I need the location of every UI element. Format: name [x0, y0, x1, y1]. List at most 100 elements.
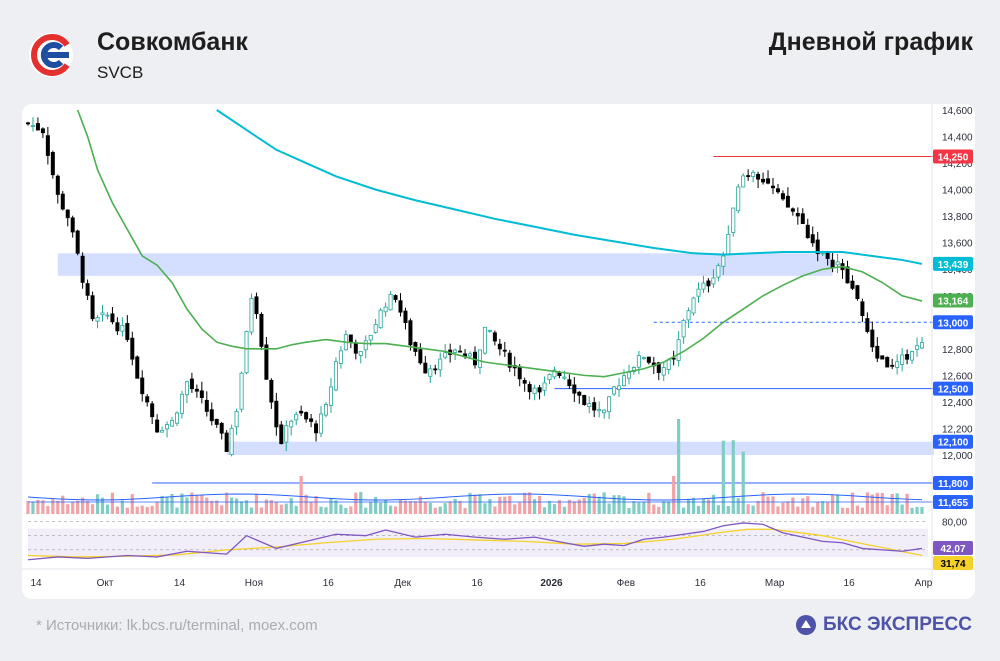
volume-bar [359, 492, 363, 514]
volume-bar [215, 500, 219, 514]
volume-bar [831, 494, 835, 514]
candle-body [890, 364, 895, 367]
price-tag-bg [933, 541, 973, 555]
candle-body [179, 393, 184, 414]
candle-body [656, 362, 661, 373]
volume-bar [95, 494, 100, 514]
price-tag-bg [933, 434, 973, 449]
chart-panel: 14,600 14,400 14,200 14,000 13,800 13,600 13,4… [22, 104, 975, 599]
price-tag: 31,74 [933, 556, 973, 570]
volume-bar [552, 504, 557, 514]
volume-bar [528, 492, 532, 514]
candle-body [438, 358, 443, 371]
candle-body [915, 345, 920, 350]
y-tick-label: 13,600 [942, 239, 973, 250]
y-tick-label: 12,400 [942, 398, 973, 409]
candle-body [482, 326, 487, 354]
x-tick-label: 14 [30, 578, 42, 589]
volume-bar [483, 503, 487, 514]
candle-body [100, 312, 105, 316]
x-tick-label: 16 [472, 578, 484, 589]
volume-bar [190, 492, 194, 514]
candle-body [875, 345, 880, 359]
volume-bar [235, 498, 239, 514]
candle-body [55, 175, 60, 195]
candle-body [671, 357, 676, 360]
volume-bar [870, 494, 874, 514]
rsi-band [28, 528, 928, 557]
candle-body [646, 356, 651, 363]
candle-body [617, 385, 622, 390]
price-tag-bg [933, 556, 973, 570]
volume-bar [855, 505, 860, 514]
volume-bar [423, 501, 427, 514]
candle-body [775, 188, 780, 193]
candle-body [383, 306, 388, 313]
volume-bar [379, 502, 383, 514]
candle-body [825, 251, 830, 259]
volume-bar [890, 493, 894, 514]
volume-bar [86, 500, 90, 514]
volume-bar [607, 503, 611, 514]
volume-bar [637, 502, 641, 514]
volume-bar [746, 504, 750, 514]
price-tag-bg [933, 315, 973, 330]
price-zone [226, 441, 934, 455]
volume-ma-line [27, 493, 923, 501]
volume-bar [468, 492, 472, 514]
sovcombank-logo [29, 33, 73, 77]
candle-body [174, 412, 179, 424]
candle-body [795, 212, 800, 217]
volume-bar [220, 505, 224, 514]
x-tick-label: Апр [915, 578, 933, 589]
volume-bar [388, 505, 393, 514]
candle-body [224, 432, 229, 452]
price-chart[interactable]: 14,600 14,400 14,200 14,000 13,800 13,600 13,4… [22, 104, 975, 599]
price-tag: 42,07 [933, 541, 973, 555]
volume-bar [135, 506, 139, 514]
candle-body [309, 418, 314, 422]
candle-body [597, 409, 602, 412]
candle-body [626, 371, 631, 379]
volume-bar [726, 506, 730, 514]
volume-bar [433, 507, 437, 514]
candle-body [115, 322, 120, 332]
volume-bar [602, 492, 606, 514]
volume-bar [458, 500, 462, 514]
volume-bar [498, 496, 502, 514]
rsi-axis-label: 80,00 [942, 518, 967, 529]
candle-body [155, 419, 160, 433]
candle-body [666, 359, 671, 371]
candle-body [641, 357, 646, 360]
volume-bar [210, 500, 214, 514]
price-tag: 14,250 [933, 149, 973, 164]
price-zone [57, 253, 833, 276]
price-tag-bg [933, 149, 973, 164]
candle-body [880, 355, 885, 360]
volume-bar [100, 497, 105, 514]
sma50-line [76, 109, 923, 378]
volume-bar [686, 498, 691, 514]
candle-body [378, 309, 383, 329]
candle-body [338, 350, 343, 364]
volume-bar [403, 500, 408, 514]
volume-bar [329, 498, 333, 514]
volume-bar [816, 501, 820, 514]
source-note: * Источники: lk.bcs.ru/terminal, moex.co… [36, 617, 318, 634]
volume-bar [845, 507, 850, 514]
volume-bar [667, 501, 671, 514]
volume-bar [180, 493, 184, 514]
candle-body [26, 122, 31, 125]
candle-body [661, 366, 666, 376]
candle-body [284, 425, 289, 443]
candle-body [194, 388, 199, 392]
candle-body [458, 350, 463, 353]
candle-body [214, 418, 219, 425]
volume-bar [31, 501, 35, 514]
candle-body [785, 195, 790, 208]
candle-body [622, 375, 627, 387]
candle-body [507, 352, 512, 368]
candle-body [170, 419, 175, 427]
candle-body [736, 186, 741, 212]
volume-bar [319, 506, 323, 514]
